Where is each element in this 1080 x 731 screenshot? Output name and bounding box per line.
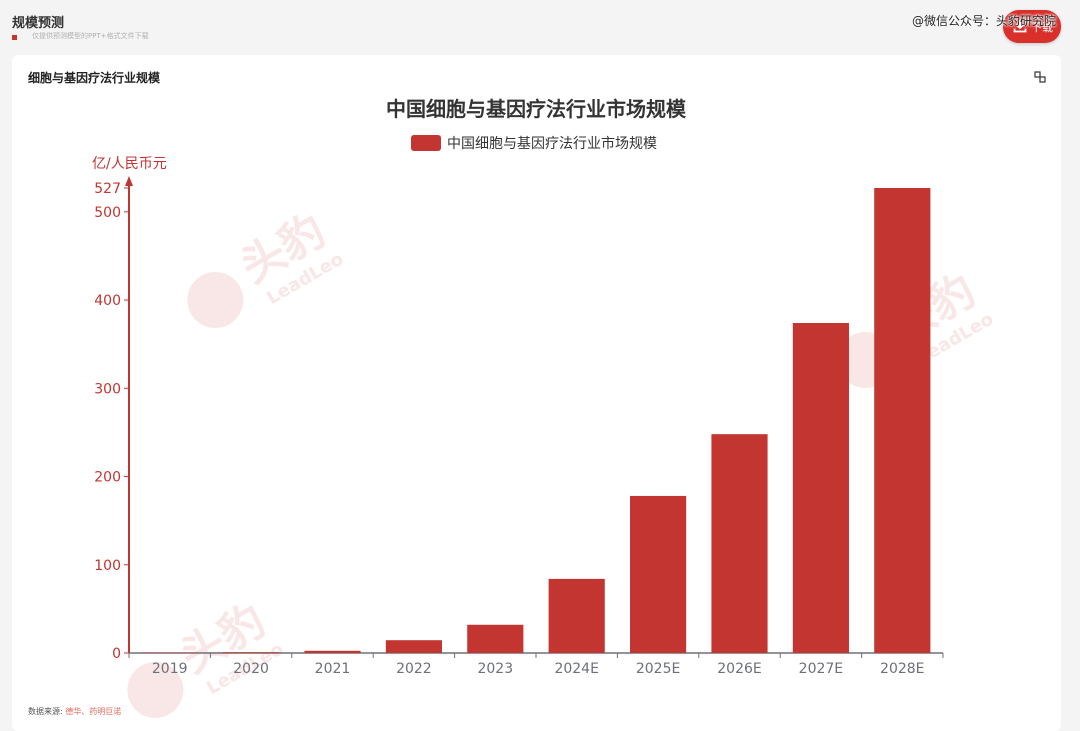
bar-2021[interactable] — [304, 650, 361, 653]
x-tick-label: 2025E — [636, 661, 680, 677]
bar-2028E[interactable] — [874, 188, 931, 653]
download-icon — [1013, 20, 1027, 33]
bars — [141, 188, 931, 654]
card-title: 细胞与基因疗法行业规模 — [28, 71, 161, 85]
bar-2026E[interactable] — [711, 434, 768, 653]
y-tick-label: 200 — [94, 470, 121, 486]
bar-2022[interactable] — [385, 640, 442, 653]
bar-2023[interactable] — [467, 624, 524, 653]
source-label: 数据来源: — [28, 707, 63, 716]
top-bar: 规模预测 仅提供预测模型的PPT+格式文件下载 下载 @微信公众号：头豹研究院 — [0, 0, 1080, 50]
y-axis-label: 亿/人民币元 — [92, 156, 167, 172]
x-tick-label: 2026E — [717, 661, 761, 677]
legend-swatch[interactable] — [411, 135, 441, 151]
bar-2019[interactable] — [141, 652, 198, 654]
expand-icon[interactable] — [1034, 71, 1046, 83]
subtitle-marker — [12, 35, 17, 40]
bar-2025E[interactable] — [630, 495, 687, 653]
download-button[interactable]: 下载 — [1003, 10, 1061, 43]
page-subtitle: 仅提供预测模型的PPT+格式文件下载 — [32, 32, 149, 40]
x-tick-label: 2023 — [477, 661, 513, 677]
bar-2027E[interactable] — [792, 323, 849, 653]
x-tick-label: 2019 — [152, 661, 188, 677]
watermark-logo-icon — [127, 662, 184, 718]
x-tick-label: 2027E — [799, 661, 843, 677]
x-tick-label: 2020 — [233, 661, 269, 677]
y-tick-label: 527 — [94, 181, 121, 197]
tick-labels: 0 100 200 300 400 500 527 2019 2020 2021 2022 2023 2… — [94, 181, 924, 677]
y-tick-label: 500 — [94, 205, 121, 221]
x-tick-label: 2024E — [554, 661, 598, 677]
watermark-logo-icon — [187, 272, 244, 328]
x-tick-label: 2022 — [396, 661, 432, 677]
download-label: 下载 — [1031, 21, 1053, 34]
chart-title: 中国细胞与基因疗法行业市场规模 — [386, 97, 687, 121]
x-tick-label: 2028E — [880, 661, 924, 677]
legend-label[interactable]: 中国细胞与基因疗法行业市场规模 — [447, 135, 657, 152]
source-value: 德华、药明巨诺 — [65, 707, 122, 716]
y-tick-label: 0 — [112, 646, 121, 662]
y-axis-arrow — [125, 176, 133, 186]
wechat-watermark: @微信公众号：头豹研究院 — [912, 14, 1057, 28]
data-source: 数据来源: 德华、药明巨诺 — [28, 706, 121, 717]
y-tick-label: 100 — [94, 558, 121, 574]
bar-2024E[interactable] — [548, 578, 605, 653]
page-title: 规模预测 — [12, 16, 65, 31]
x-tick-label: 2021 — [315, 661, 351, 677]
y-tick-label: 400 — [94, 293, 121, 309]
y-tick-label: 300 — [94, 381, 121, 397]
bar-2020[interactable] — [223, 652, 280, 653]
